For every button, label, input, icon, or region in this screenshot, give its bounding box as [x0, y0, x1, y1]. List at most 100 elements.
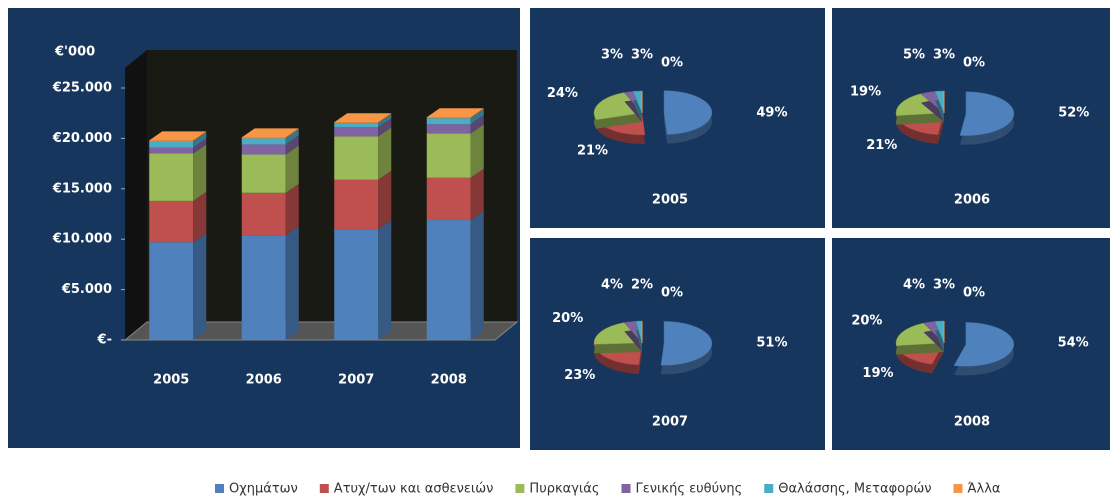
bar-front [149, 200, 194, 243]
bar-front [334, 179, 379, 230]
bar-front [334, 127, 379, 137]
data-label: 4% [903, 278, 925, 293]
bar-segment [426, 109, 484, 125]
bar-side [470, 109, 484, 125]
data-label: 21% [577, 144, 608, 159]
bar-segment [426, 211, 484, 340]
pie-title: 2008 [954, 415, 990, 430]
pie-side [624, 330, 642, 352]
bar-top [426, 108, 484, 118]
bar-side [470, 168, 484, 221]
bar-front [426, 177, 471, 221]
bar-front [149, 141, 194, 148]
data-label: 5% [903, 48, 925, 63]
pie-slice [953, 322, 1015, 367]
bar-front [426, 133, 471, 178]
bar-front [149, 140, 194, 142]
bar-segment [334, 113, 392, 124]
bar-segment [149, 132, 207, 148]
bar-side [378, 220, 392, 340]
bar-side [378, 118, 392, 137]
bar-side [378, 170, 392, 230]
bar-side [285, 128, 299, 139]
pie-title: 2006 [954, 193, 990, 208]
bar-front [149, 147, 194, 154]
legend-swatch [215, 484, 224, 493]
bar-top [149, 131, 207, 141]
legend-label: Άλλα [968, 482, 1001, 497]
bar-segment [334, 170, 392, 230]
bar-side [378, 113, 392, 124]
data-label: 20% [851, 313, 882, 328]
data-label: 49% [756, 106, 787, 121]
bar-front [241, 235, 286, 340]
side-wall [125, 50, 147, 340]
bar-segment [149, 131, 207, 142]
bar-front [241, 138, 286, 145]
bar-segment [149, 144, 207, 201]
bar-front [241, 137, 286, 139]
bar-segment [241, 183, 299, 236]
legend-label: Θαλάσσης, Μεταφορών [778, 482, 931, 497]
pie-slice [959, 91, 1015, 136]
bar-side [285, 145, 299, 193]
bar-segment [334, 220, 392, 340]
data-label: 19% [862, 366, 893, 381]
legend-label: Οχημάτων [229, 482, 298, 497]
back-wall [147, 50, 517, 322]
x-tick-label: 2007 [338, 373, 374, 388]
bar-side [285, 183, 299, 236]
bar-front [334, 136, 379, 180]
bar-side [470, 108, 484, 119]
bar-front [334, 123, 379, 128]
pie-title: 2007 [652, 415, 688, 430]
bar-top [334, 113, 392, 123]
pie-title: 2005 [652, 193, 688, 208]
data-label: 3% [601, 48, 623, 63]
bar-front [426, 117, 471, 119]
legend-label: Γενικής ευθύνης [636, 482, 743, 497]
bar-side [193, 144, 207, 201]
bar-top [241, 128, 299, 138]
data-label: 3% [933, 48, 955, 63]
data-label: 0% [963, 56, 985, 71]
bar-segment [241, 226, 299, 340]
bar-segment [149, 138, 207, 154]
data-label: 51% [756, 336, 787, 351]
bar-side [193, 132, 207, 148]
pie-side [923, 330, 944, 352]
y-tick-label: €10.000 [52, 232, 112, 247]
y-tick-label: €5.000 [61, 282, 112, 297]
bar-front [241, 154, 286, 193]
legend-swatch [764, 484, 774, 493]
y-tick-label: €25.000 [52, 81, 112, 96]
bar-front [426, 118, 471, 125]
bar-segment [241, 129, 299, 145]
bar-segment [149, 233, 207, 340]
legend-swatch [319, 484, 329, 493]
pie-slice [660, 321, 713, 366]
data-label: 19% [850, 85, 881, 100]
bar-side [285, 129, 299, 145]
bar-front [241, 144, 286, 155]
y-tick-label: €15.000 [52, 181, 112, 196]
data-label: 4% [601, 278, 623, 293]
bar-side [193, 138, 207, 154]
x-tick-label: 2008 [431, 373, 467, 388]
bar-side [285, 135, 299, 155]
data-label: 0% [661, 56, 683, 71]
bar-segment [149, 191, 207, 243]
data-label: 54% [1058, 336, 1089, 351]
data-label: 0% [661, 286, 683, 301]
legend-swatch [515, 484, 525, 493]
pie-slice [593, 322, 643, 345]
legend-label: Πυρκαγιάς [529, 482, 599, 497]
y-axis-label: €'000 [54, 45, 95, 60]
legend-label: Ατυχ/των και ασθενειών [334, 482, 494, 497]
bar-front [334, 122, 379, 124]
data-label: 23% [564, 368, 595, 383]
bar-front [334, 229, 379, 340]
y-tick-label: €20.000 [52, 131, 112, 146]
bar-segment [426, 115, 484, 134]
